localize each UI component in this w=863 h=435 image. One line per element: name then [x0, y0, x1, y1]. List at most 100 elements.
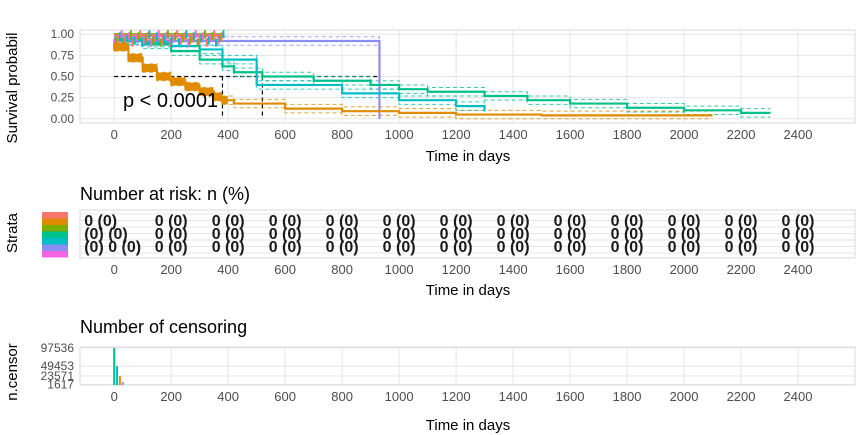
risk-count-label: 0 (0): [725, 226, 758, 243]
km-series-lines: [113, 30, 771, 120]
km-x-tick: 1200: [442, 127, 471, 142]
km-ylabel: Survival probabil: [4, 33, 21, 144]
km-x-tick: 2400: [784, 127, 813, 142]
km-x-tick: 200: [160, 127, 182, 142]
risk-ylabel: Strata: [4, 212, 21, 253]
risk-count-label: 0 (0): [497, 239, 530, 256]
risk-count-label: 0 (0): [326, 226, 359, 243]
risk-count-label: 0 (0): [440, 226, 473, 243]
risk-count-label: 0 (0): [668, 213, 701, 230]
risk-count-label: 0 (0): [611, 239, 644, 256]
risk-strata-color-blocks: [42, 212, 68, 258]
km-x-tick: 600: [274, 127, 296, 142]
cens-y-tick: 23571: [41, 369, 75, 383]
risk-count-label: 0 (0): [212, 226, 245, 243]
risk-count-label: 0 (0): [383, 213, 416, 230]
risk-count-label: 0 (0): [554, 239, 587, 256]
cens-x-tick: 800: [331, 389, 353, 404]
km-y-tick: 0.00: [51, 112, 75, 126]
risk-strata-block: [42, 212, 68, 219]
km-xlabel: Time in days: [426, 148, 510, 165]
cens-y-tick: 1617: [47, 377, 74, 391]
km-ci-band: [114, 33, 771, 110]
risk-count-label: 0 (0): [269, 213, 302, 230]
risk-title: Number at risk: n (%): [80, 184, 250, 204]
cens-ylabel: n.censor: [4, 343, 21, 401]
risk-x-tick: 2000: [670, 262, 699, 277]
risk-x-tick: 200: [160, 262, 182, 277]
risk-strata-block: [42, 251, 68, 258]
risk-strata-block: [42, 225, 68, 232]
risk-count-label: 0 (0): [269, 239, 302, 256]
cens-y-tick: 49453: [41, 359, 75, 373]
risk-grid: [80, 210, 855, 258]
km-x-tick: 2000: [670, 127, 699, 142]
risk-count-label: 0 (0): [155, 213, 188, 230]
cens-x-tick-labels: 0 200 400 600 800 1000 1200 1400 1600 1800 2000 220…: [111, 389, 813, 404]
risk-count-label: 0 (0): [326, 213, 359, 230]
risk-count-label: 0 (0): [668, 226, 701, 243]
risk-count-label: 0 (0): [725, 239, 758, 256]
km-pvalue: p < 0.0001: [123, 90, 218, 112]
km-x-tick: 0: [111, 127, 118, 142]
cens-x-tick: 600: [274, 389, 296, 404]
risk-x-tick: 1600: [556, 262, 585, 277]
cens-bars: [113, 347, 124, 385]
km-ci-band: [114, 50, 713, 120]
cens-title: Number of censoring: [80, 317, 247, 337]
cens-xlabel: Time in days: [426, 417, 510, 434]
risk-x-tick: 400: [217, 262, 239, 277]
risk-count-label: 0 (0): [554, 213, 587, 230]
cens-x-tick: 2400: [784, 389, 813, 404]
risk-strata-block: [42, 238, 68, 245]
km-y-tick: 1.00: [51, 27, 75, 41]
km-survival-panel: 0.00 0.25 0.50 0.75 1.00 0 200 400 600 800 1000 12…: [4, 27, 856, 165]
km-x-tick: 1600: [556, 127, 585, 142]
km-x-tick-labels: 0 200 400 600 800 1000 1200 1400 1600 1800 2000 220…: [111, 127, 813, 142]
km-y-tick: 0.25: [51, 91, 75, 105]
cens-x-tick: 200: [160, 389, 182, 404]
risk-count-label: 0 (0): [212, 213, 245, 230]
km-x-tick: 800: [331, 127, 353, 142]
risk-strata-block: [42, 231, 68, 238]
risk-x-tick: 1000: [385, 262, 414, 277]
cens-x-tick: 1400: [499, 389, 528, 404]
risk-count-labels: 0 (0)0 (0)0 (0)0 (0)0 (0)0 (0)0 (0)0 (0)…: [84, 213, 814, 256]
risk-count-label: 0 (0): [84, 213, 117, 230]
risk-x-tick: 600: [274, 262, 296, 277]
risk-count-label: 0 (0): [782, 213, 815, 230]
risk-count-label: 0 (0): [725, 213, 758, 230]
risk-count-label: 0 (0): [326, 239, 359, 256]
km-y-tick-labels: 0.00 0.25 0.50 0.75 1.00: [51, 27, 75, 126]
cens-x-tick: 2200: [727, 389, 756, 404]
risk-count-label: 0 (0): [782, 239, 815, 256]
risk-strata-block: [42, 218, 68, 225]
km-ci-band: [114, 37, 380, 119]
cens-x-tick: 400: [217, 389, 239, 404]
risk-x-tick: 1200: [442, 262, 471, 277]
risk-count-label: 0 (0): [155, 239, 188, 256]
cens-x-tick: 1600: [556, 389, 585, 404]
km-ci-band: [114, 33, 380, 115]
risk-count-label: 0 (0): [440, 213, 473, 230]
risk-count-label: 0 (0): [383, 226, 416, 243]
km-series-line: [114, 37, 771, 114]
cens-grid: [80, 347, 855, 385]
risk-count-label: (0) (0): [84, 226, 128, 243]
km-y-tick: 0.75: [51, 48, 75, 62]
km-x-tick: 400: [217, 127, 239, 142]
risk-x-tick: 1800: [613, 262, 642, 277]
risk-count-label: 0 (0): [383, 239, 416, 256]
cens-x-tick: 1800: [613, 389, 642, 404]
risk-count-label: 0 (0): [440, 239, 473, 256]
risk-count-label: 0 (0): [611, 213, 644, 230]
risk-count-label: 0 (0): [782, 226, 815, 243]
risk-strata-block: [42, 244, 68, 251]
cens-x-tick: 2000: [670, 389, 699, 404]
risk-x-tick: 1400: [499, 262, 528, 277]
risk-count-label: 0 (0): [611, 226, 644, 243]
km-y-tick: 0.50: [51, 70, 75, 84]
risk-count-label: 0 (0): [269, 226, 302, 243]
km-x-tick: 1400: [499, 127, 528, 142]
risk-count-label: 0 (0): [497, 213, 530, 230]
